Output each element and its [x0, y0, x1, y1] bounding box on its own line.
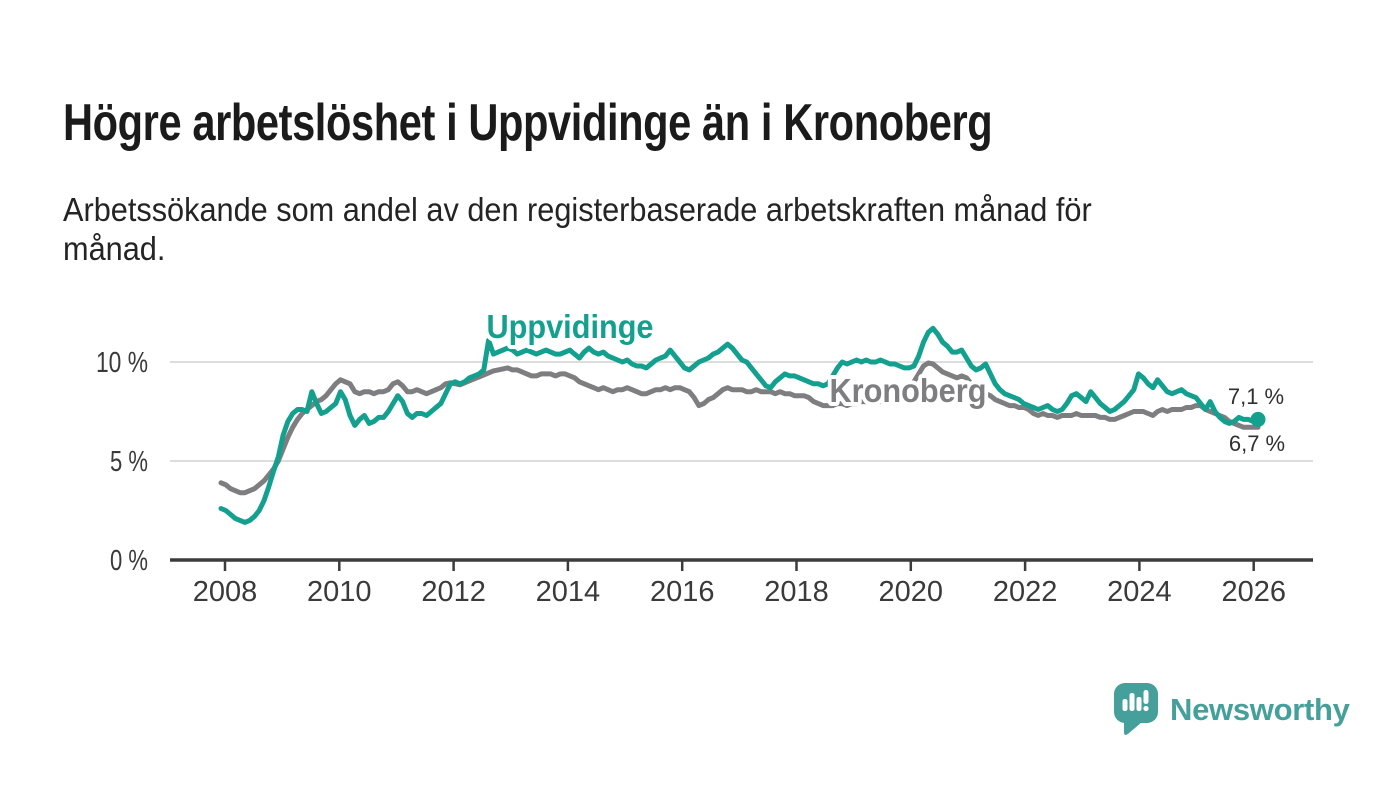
uppvidinge-line: [218, 325, 1261, 525]
subtitle-line-2: månad.: [63, 230, 166, 267]
page-subtitle: Arbetssökande som andel av den registerb…: [63, 190, 1092, 268]
kronoberg-series-label: Kronoberg: [830, 372, 987, 409]
x-axis-tick-label: 2012: [421, 576, 486, 608]
x-axis-tick-label: 2008: [193, 576, 258, 608]
y-axis-tick-label: 5 %: [110, 446, 148, 478]
kronoberg-end-value-label: 6,7 %: [1229, 431, 1285, 456]
x-axis-tick-label: 2024: [1107, 576, 1172, 608]
x-axis-tick-label: 2020: [879, 576, 944, 608]
x-axis-tick-label: 2016: [650, 576, 715, 608]
newsworthy-logo: Newsworthy: [1114, 683, 1350, 736]
bar-chart-bubble-icon: [1114, 683, 1158, 735]
kronoberg-line: [218, 360, 1261, 496]
uppvidinge-series-label: Uppvidinge: [487, 308, 654, 345]
uppvidinge-end-dot: [1250, 411, 1266, 427]
y-axis-tick-label: 0 %: [110, 545, 148, 577]
x-axis-tick-label: 2022: [993, 576, 1058, 608]
x-axis-tick-label: 2014: [536, 576, 601, 608]
page-title: Högre arbetslöshet i Uppvidinge än i Kro…: [63, 93, 993, 152]
x-axis-tick-label: 2026: [1221, 576, 1286, 608]
uppvidinge-end-value-label: 7,1 %: [1228, 384, 1284, 409]
x-axis-tick-label: 2010: [307, 576, 372, 608]
logo-text: Newsworthy: [1170, 692, 1350, 727]
x-axis-tick-label: 2018: [764, 576, 829, 608]
y-axis-tick-label: 10 %: [96, 347, 148, 379]
subtitle-line-1: Arbetssökande som andel av den registerb…: [63, 191, 1092, 228]
